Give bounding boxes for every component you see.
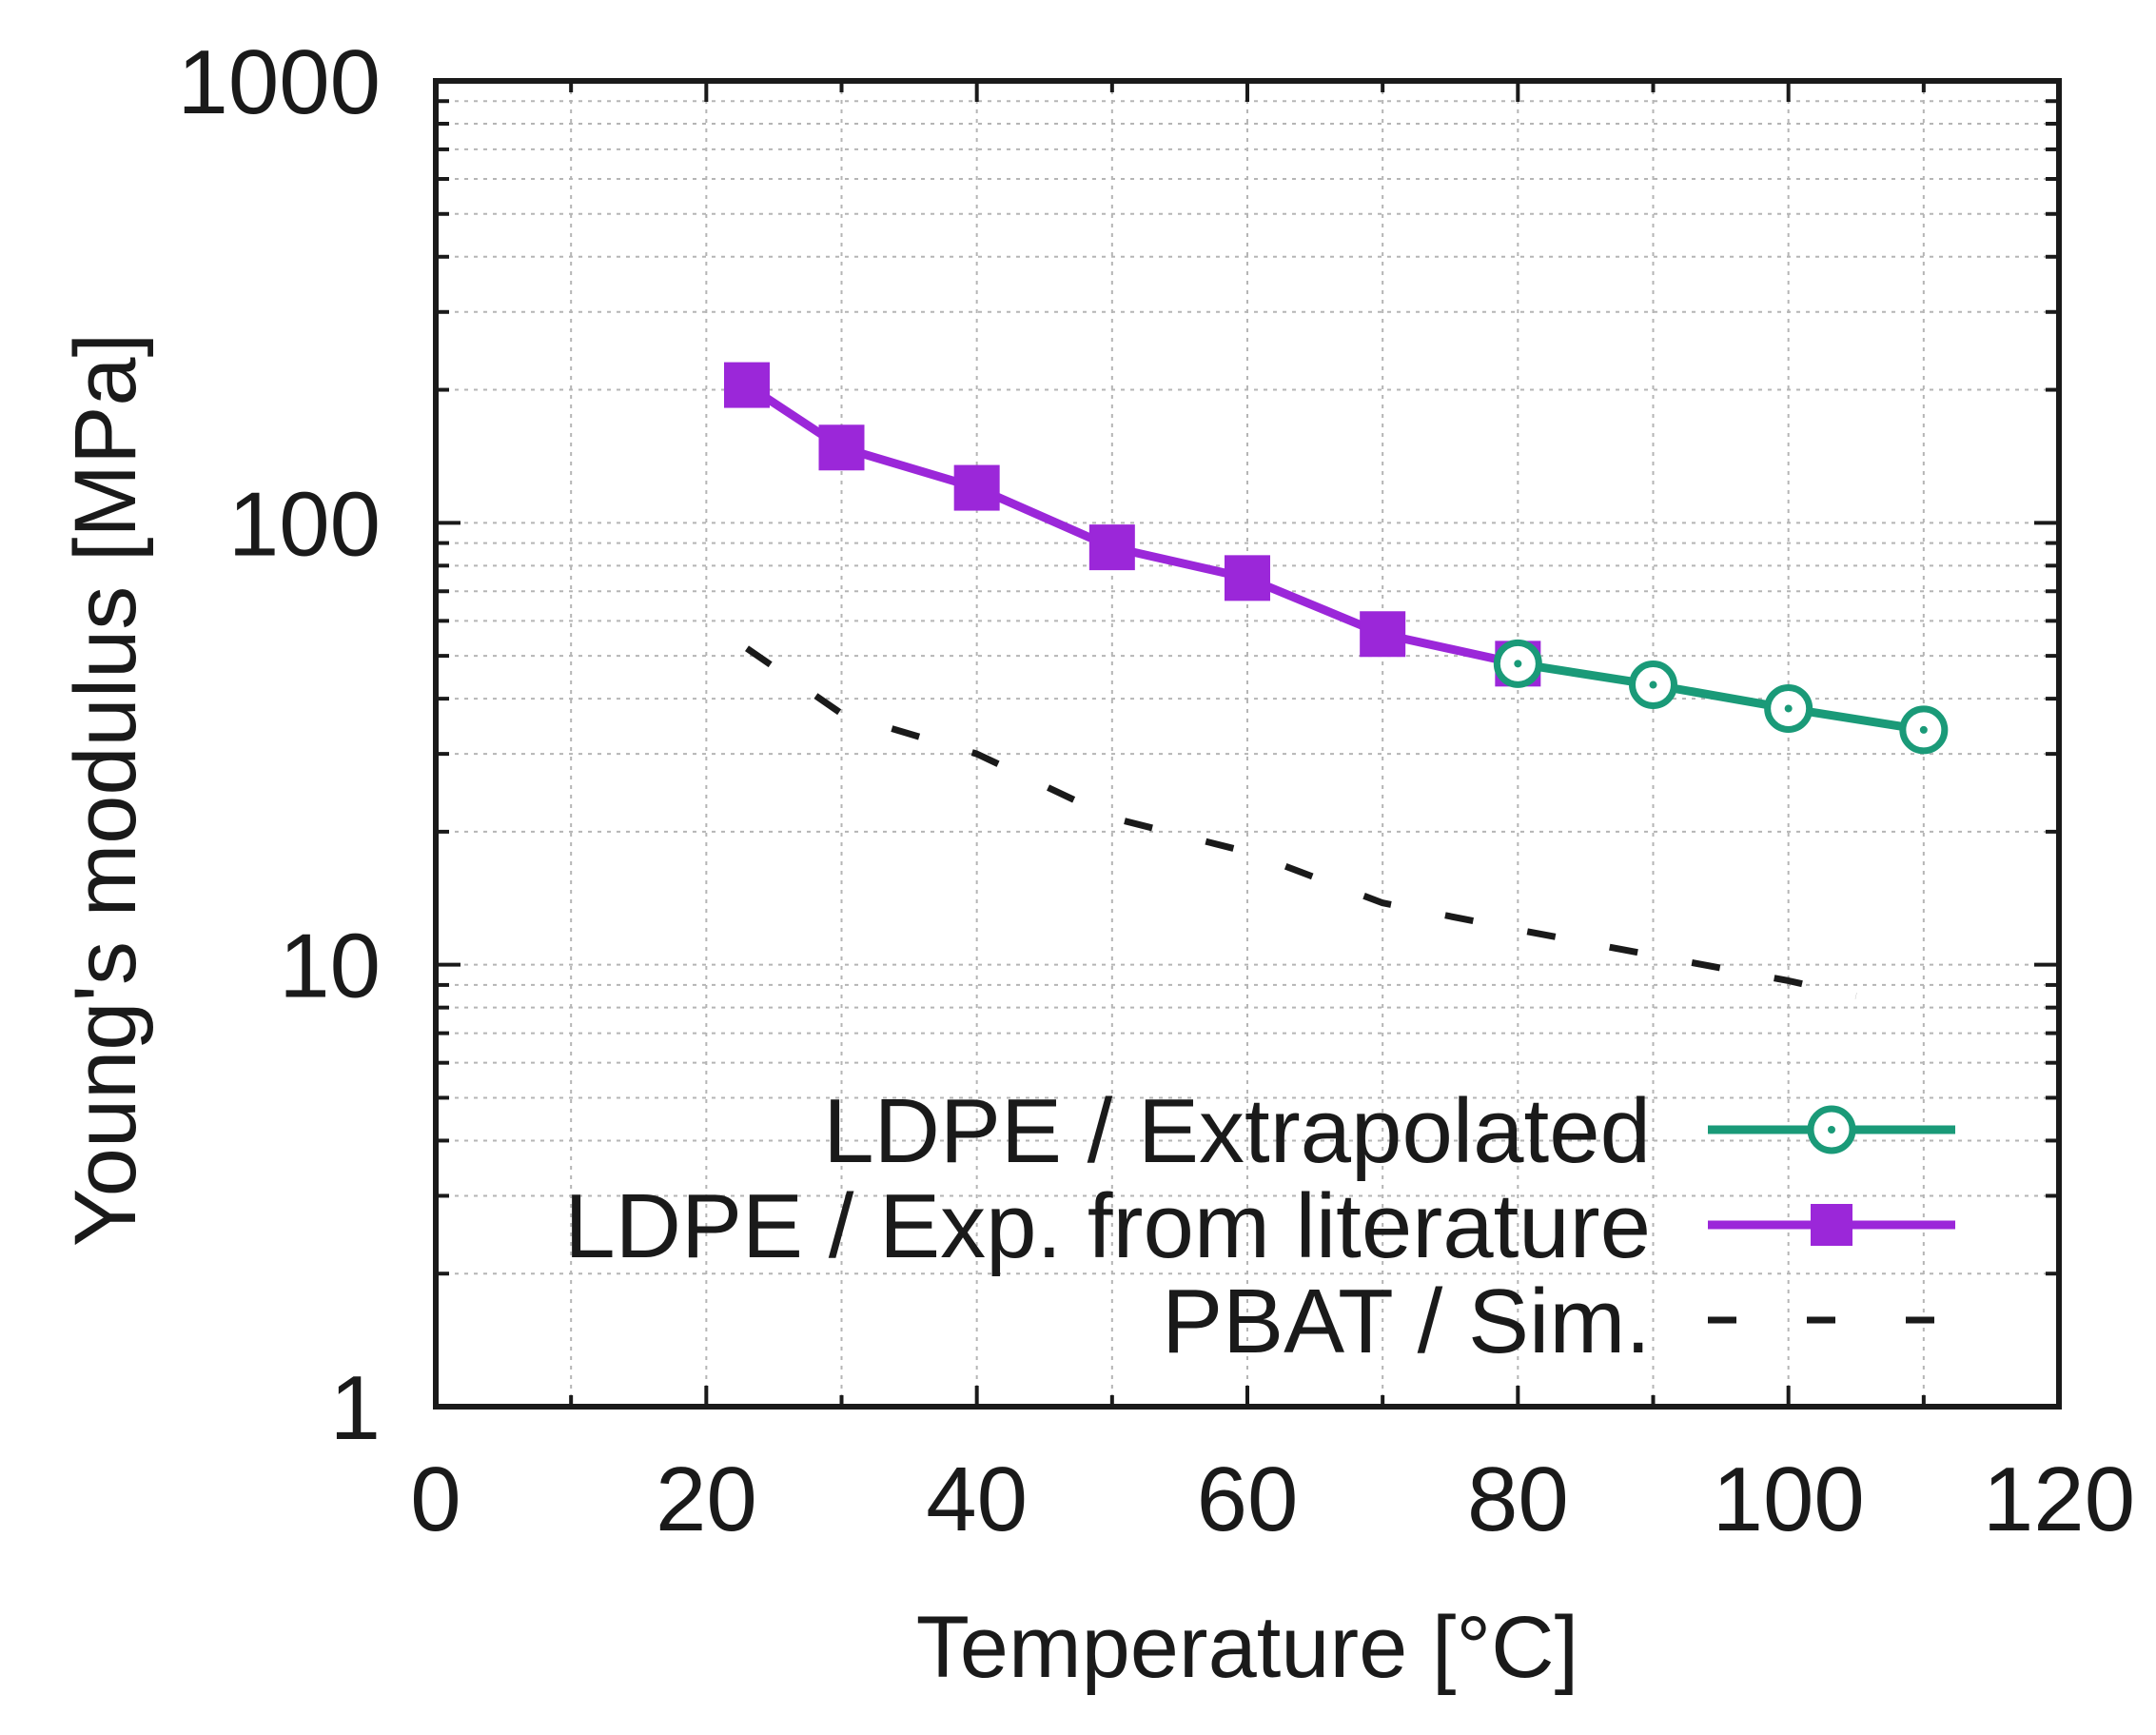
grid: [436, 81, 2059, 1407]
x-tick-label: 0: [410, 1449, 461, 1550]
y-tick-label: 1: [330, 1357, 381, 1459]
data-point-center: [1514, 660, 1522, 668]
y-axis-title: Young's modulus [MPa]: [57, 333, 154, 1247]
legend-label: LDPE / Extrapolated: [823, 1080, 1651, 1182]
data-point: [1360, 611, 1406, 658]
legend-label: LDPE / Exp. from literature: [564, 1175, 1651, 1277]
y-tick-label: 1000: [177, 31, 381, 133]
data-point: [1811, 1204, 1852, 1246]
x-tick-label: 20: [656, 1449, 757, 1550]
series-line: [744, 645, 1857, 999]
data-point-center: [1828, 1126, 1835, 1134]
data-point: [723, 362, 770, 408]
legend-item: LDPE / Extrapolated: [823, 1080, 1955, 1182]
x-tick-label: 100: [1713, 1449, 1865, 1550]
x-tick-label: 40: [926, 1449, 1028, 1550]
data-point-center: [1919, 725, 1928, 734]
series-line: [1517, 659, 1925, 735]
plot-frame: [433, 78, 2062, 1410]
x-axis-title: Temperature [°C]: [916, 1599, 1578, 1696]
x-tick-label: 120: [1983, 1449, 2135, 1550]
data-point-center: [1784, 704, 1793, 713]
y-tick-label: 10: [279, 916, 381, 1017]
data-point: [1225, 555, 1270, 601]
legend-item: LDPE / Exp. from literature: [564, 1175, 1955, 1277]
data-point: [818, 424, 865, 471]
data-point: [953, 464, 1000, 511]
x-tick-label: 80: [1467, 1449, 1569, 1550]
legend-item: PBAT / Sim.: [1162, 1271, 1955, 1372]
data-point-center: [1649, 680, 1657, 689]
x-tick-label: 60: [1197, 1449, 1299, 1550]
data-point: [1088, 524, 1135, 571]
series-layer: [723, 362, 1949, 999]
legend-label: PBAT / Sim.: [1162, 1271, 1651, 1372]
y-tick-label: 100: [228, 473, 381, 575]
series-0: [1493, 639, 1949, 755]
series-2: [744, 645, 1857, 999]
